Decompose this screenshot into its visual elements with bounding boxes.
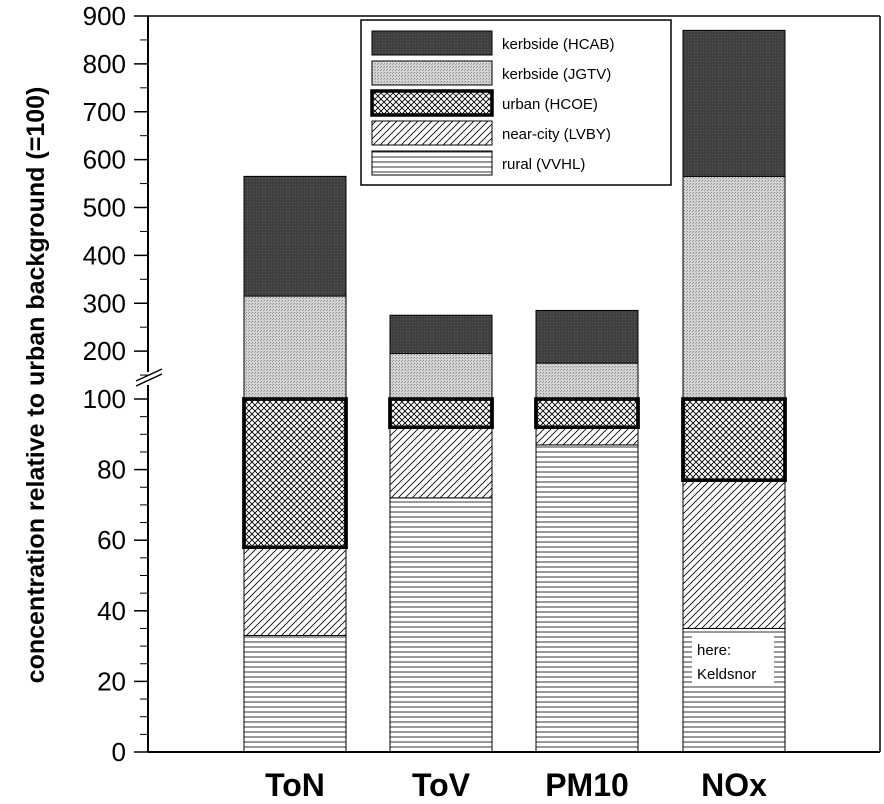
keldsnor-annotation: here: Keldsnor [692, 634, 774, 686]
urban-outline-pm10 [534, 397, 640, 429]
legend-item-urban: urban (HCOE) [370, 89, 598, 117]
axes [135, 15, 881, 753]
y-tick-label-80: 80 [97, 455, 126, 485]
category-labels: ToN ToV PM10 NOx [265, 767, 767, 803]
y-tick-label-20: 20 [97, 666, 126, 696]
bar-segment-pm10-hcab [535, 309, 639, 364]
y-tick-label-60: 60 [97, 525, 126, 555]
bar-segment-pm10-urban [534, 397, 640, 429]
bar-group-pm10 [534, 309, 640, 753]
bar-segment-pm10-jgtv [535, 362, 639, 400]
bar-segment-nox-jgtv [682, 175, 786, 400]
annotation-line1: here: [697, 642, 731, 659]
legend-item-hcab: kerbside (HCAB) [371, 30, 615, 56]
y-tick-label-0: 0 [112, 737, 126, 767]
y-tick-label-700: 700 [83, 97, 126, 127]
bar-group-tov [388, 314, 494, 753]
y-tick-label-500: 500 [83, 193, 126, 223]
bar-segment-ton-hcab [243, 175, 347, 297]
bar-segment-tov-hcab [389, 314, 493, 355]
y-tick-label-600: 600 [83, 145, 126, 175]
axis-break-mark [135, 368, 163, 387]
bar-group-ton [242, 175, 348, 753]
bar-segment-pm10-rural [535, 444, 639, 753]
x-category-label-ton: ToN [265, 767, 325, 803]
legend: kerbside (HCAB) kerbside (JGTV) urban (H… [360, 19, 672, 186]
y-tick-label-200: 200 [83, 336, 126, 366]
bar-segment-tov-nearcity [389, 426, 493, 499]
urban-outline-ton [242, 397, 348, 550]
y-ticks: 0 20 40 60 80 100 200 300 400 500 600 700 800 900 [83, 1, 148, 767]
x-category-label-pm10: PM10 [545, 767, 629, 803]
legend-item-nearcity: near-city (LVBY) [371, 120, 611, 146]
legend-swatch-jgtv [371, 60, 493, 86]
legend-item-jgtv: kerbside (JGTV) [371, 60, 611, 86]
legend-swatch-urban [370, 89, 494, 117]
bar-segment-ton-jgtv [243, 295, 347, 400]
legend-label-urban: urban (HCOE) [502, 96, 598, 113]
bar-segment-ton-nearcity [243, 546, 347, 637]
bar-segment-nox-nearcity [682, 479, 786, 629]
annotation-background [692, 634, 774, 686]
y-tick-label-40: 40 [97, 596, 126, 626]
bar-segment-tov-rural [389, 497, 493, 753]
legend-label-jgtv: kerbside (JGTV) [502, 66, 611, 83]
bars-layer [242, 29, 787, 753]
legend-swatch-hcab [371, 30, 493, 56]
legend-label-hcab: kerbside (HCAB) [502, 36, 615, 53]
urban-outline-tov [388, 397, 494, 429]
annotation-line2: Keldsnor [697, 666, 756, 683]
legend-item-rural: rural (VVHL) [371, 150, 585, 176]
bar-segment-nox-hcab [682, 29, 786, 177]
bar-segment-pm10-nearcity [535, 426, 639, 446]
bar-segment-ton-rural [243, 635, 347, 753]
bar-segment-ton-urban [242, 397, 348, 550]
legend-swatch-nearcity [371, 120, 493, 146]
y-tick-label-100: 100 [83, 384, 126, 414]
y-axis-title: concentration relative to urban backgrou… [22, 87, 50, 684]
bar-segment-nox-urban [681, 397, 787, 482]
y-tick-label-800: 800 [83, 49, 126, 79]
legend-swatch-rural [371, 150, 493, 176]
y-tick-label-300: 300 [83, 288, 126, 318]
legend-label-rural: rural (VVHL) [502, 156, 585, 173]
bar-group-nox [681, 29, 787, 753]
y-tick-label-400: 400 [83, 240, 126, 270]
bar-segment-tov-jgtv [389, 353, 493, 400]
y-tick-label-900: 900 [83, 1, 126, 31]
x-category-label-nox: NOx [701, 767, 767, 803]
x-category-label-tov: ToV [412, 767, 471, 803]
urban-outline-nox [681, 397, 787, 482]
legend-label-nearcity: near-city (LVBY) [502, 126, 611, 143]
bar-segment-tov-urban [388, 397, 494, 429]
